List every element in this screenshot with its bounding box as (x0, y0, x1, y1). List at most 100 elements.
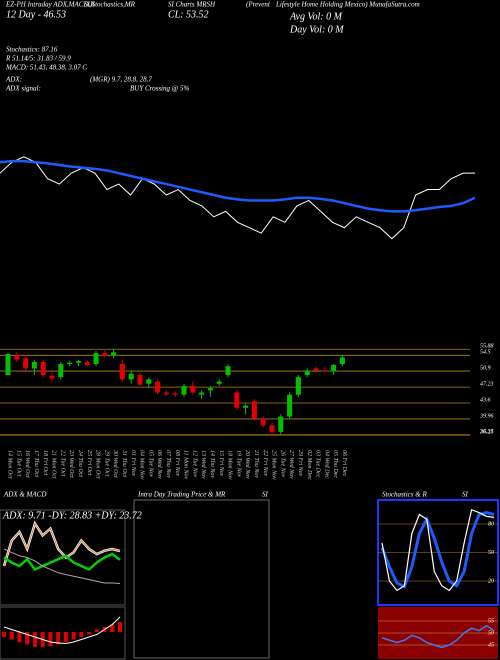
ema: 12 Day - 46.53 (6, 9, 66, 20)
date-label: 14 Thu Nov (209, 450, 216, 478)
candle-body (31, 361, 37, 369)
candle-body (5, 354, 11, 375)
date-label: 21 Thu Nov (253, 450, 259, 478)
candle-body (322, 370, 328, 372)
date-label: 28 Mon Oct (95, 450, 101, 479)
level-label: 36.25 (479, 430, 494, 436)
adx-values: (MGR) 9.7, 28.8, 28.7 (90, 76, 152, 84)
date-label: 17 Thu Oct (33, 450, 39, 477)
adx: ADX: (5, 76, 22, 84)
macd: MACD: 51.43, 48.38, 3.07 C (5, 64, 87, 72)
candle-body (58, 364, 64, 378)
rsi: R 51.14/5: 31.83 / 59.9 (5, 55, 71, 63)
date-label: 24 Thu Oct (77, 450, 84, 477)
date-label: 07 Thu Nov (165, 450, 171, 478)
date-label: 11 Mon Nov (183, 450, 189, 480)
macd-bar (48, 632, 53, 646)
level-label: 50 (488, 550, 494, 556)
macd-bar (79, 632, 84, 637)
candle-body (216, 381, 222, 384)
candle-body (260, 418, 266, 426)
date-label: 03 Tue Dec (315, 450, 321, 478)
date-label: 04 Mon Nov (139, 450, 146, 480)
level-label: 47.23 (480, 380, 494, 387)
candle-body (84, 361, 90, 365)
candle-body (155, 381, 161, 393)
candle-body (128, 373, 134, 380)
candle-body (295, 377, 301, 395)
date-label: 21 Mon Oct (51, 450, 57, 479)
date-label: 15 Tue Oct (15, 450, 21, 477)
macd-bar (9, 632, 14, 640)
date-label: 05 Thu Dec (332, 450, 338, 478)
candle-body (199, 392, 205, 395)
candle-body (137, 375, 143, 385)
date-label: 08 Fri Nov (174, 450, 180, 477)
macd-bar (25, 632, 30, 645)
day-vol: Day Vol: 0 M (289, 24, 344, 35)
candle-body (339, 357, 345, 365)
level-label: 39.96 (479, 413, 494, 419)
header: SI Charts MRSH (168, 1, 216, 9)
level-label: 45 (488, 641, 494, 648)
date-label: 12 Tue Nov (191, 450, 197, 478)
candle-body (102, 353, 108, 357)
level-label: 80 (488, 521, 494, 527)
date-label: 18 Fri Oct (42, 450, 48, 476)
date-label: 25 Fri Oct (86, 450, 92, 476)
date-label: 19 Tue Nov (235, 450, 241, 478)
date-label: 13 Wed Nov (200, 450, 206, 479)
candle-body (40, 361, 46, 375)
candle-body (278, 416, 284, 432)
panel-title: SI (462, 491, 469, 499)
macd-bar (71, 632, 76, 640)
level-label: 50 (488, 630, 494, 636)
date-label: 18 Mon Nov (227, 450, 233, 480)
candle-body (251, 401, 257, 419)
date-label: 27 Wed Nov (288, 450, 294, 479)
panel-title: ADX & MACD (3, 491, 46, 499)
candle-body (304, 370, 310, 375)
price-line (0, 156, 475, 240)
macd-bar (63, 632, 68, 642)
date-label: 31 Thu Oct (121, 449, 127, 477)
panel-title: Stochastics & R (382, 491, 427, 499)
date-label: 15 Fri Nov (218, 450, 224, 477)
panel-title: SI (262, 491, 269, 499)
close: CL: 53.52 (168, 9, 209, 20)
date-label: 04 Wed Dec (323, 450, 330, 479)
macd-bar (32, 632, 37, 647)
date-label: 06 Wed Nov (156, 450, 162, 479)
date-label: 25 Mon Nov (271, 450, 277, 480)
stoch-k (381, 508, 495, 592)
macd-bar (2, 632, 6, 637)
date-label: 14 Mon Oct (7, 450, 14, 479)
date-label: 30 Wed Oct (112, 449, 118, 478)
macd-bar (56, 632, 61, 645)
candle-body (93, 353, 99, 365)
date-label: 22 Fri Nov (262, 450, 268, 477)
plus-dy (3, 552, 121, 571)
stoch-d (380, 511, 495, 589)
candle-body (172, 393, 178, 395)
level-label: 36.33 (479, 429, 494, 435)
level-label: 55 (488, 618, 494, 624)
date-label: 05 Tue Nov (147, 450, 153, 478)
candle-body (234, 392, 240, 408)
date-label: 20 Wed Nov (244, 450, 250, 479)
macd-panel (0, 606, 126, 660)
date-label: 16 Wed Oct (24, 450, 30, 478)
candle-body (287, 394, 293, 417)
candle-body (23, 358, 29, 369)
level-label: 50.9 (480, 365, 491, 371)
header: SI,Stochastics,MR (84, 1, 136, 9)
candle-body (225, 366, 231, 375)
candle-body (190, 385, 196, 393)
candle-body (49, 375, 55, 379)
level-label: 20 (488, 578, 494, 584)
header: (Prevent (246, 1, 271, 9)
macd-bar (94, 629, 99, 632)
macd-bar (17, 632, 22, 642)
